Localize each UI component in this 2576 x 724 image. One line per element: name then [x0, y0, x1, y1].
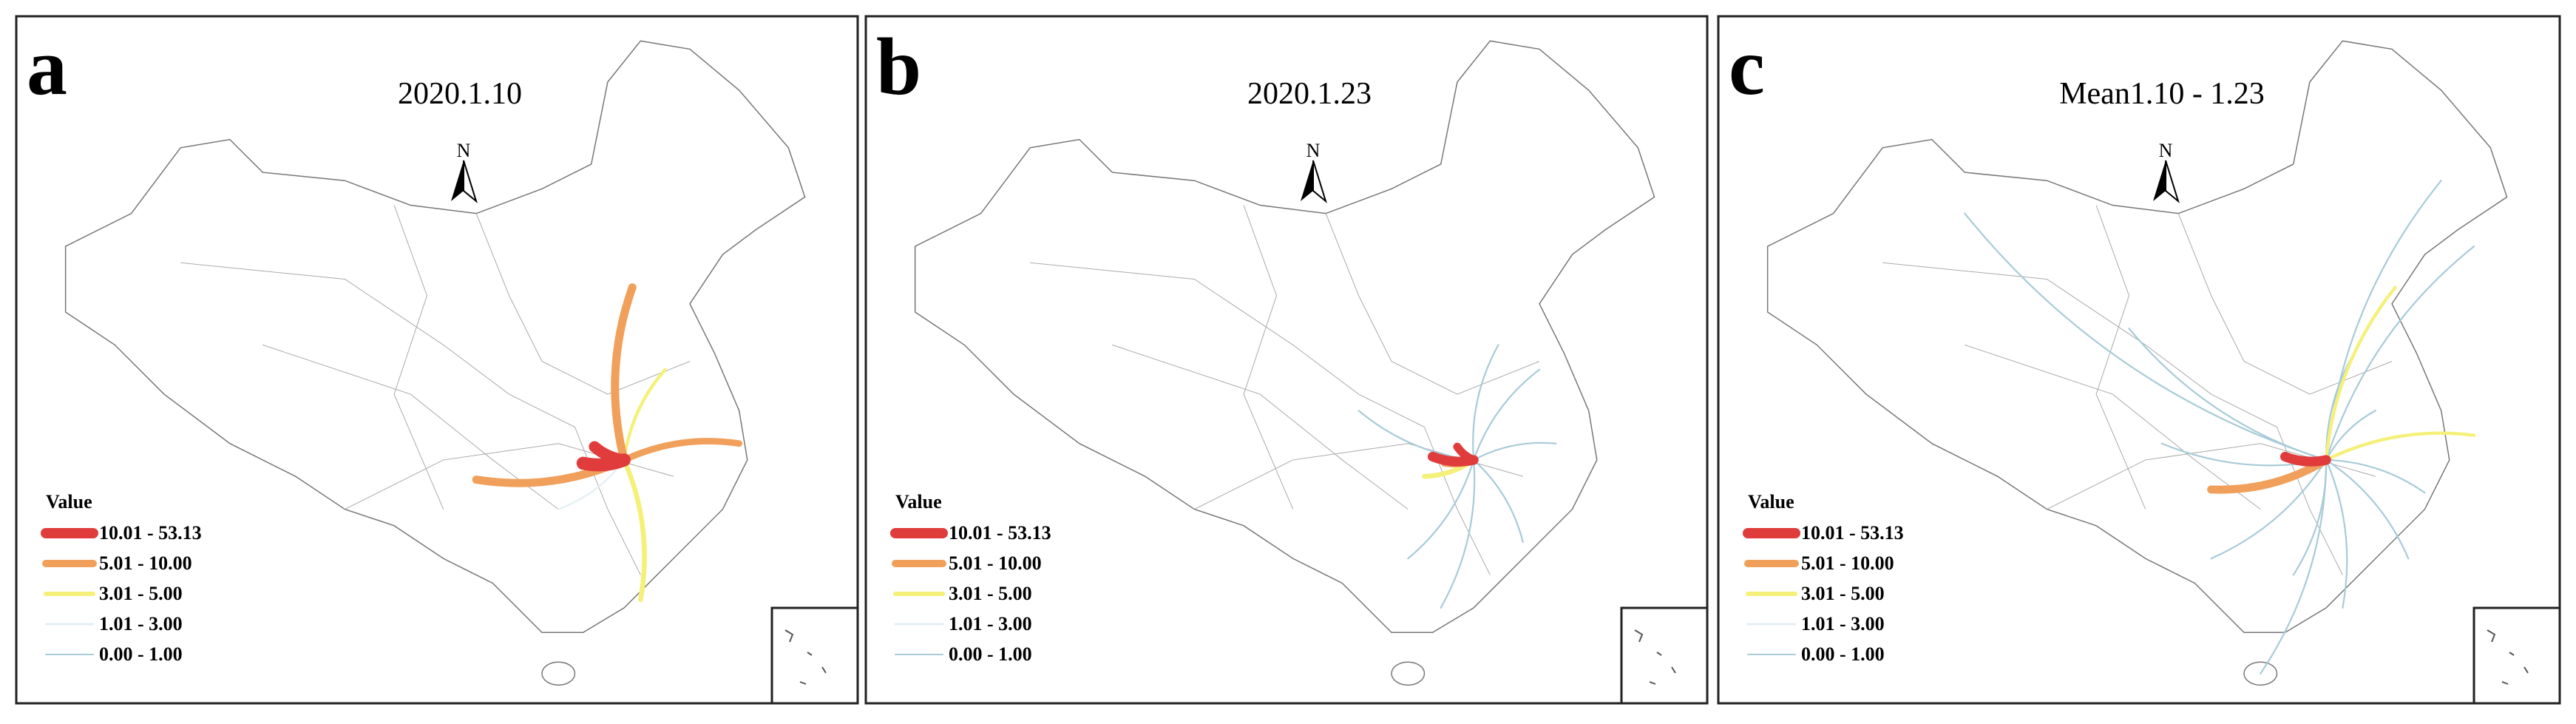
map: [915, 41, 1655, 685]
map: [66, 41, 805, 685]
flow-line: [2211, 460, 2327, 558]
flow-line: [2211, 460, 2327, 490]
panel-letter: a: [27, 21, 67, 112]
north-arrow: [1301, 160, 1313, 201]
north-label: N: [2159, 140, 2173, 161]
flow-line: [1474, 443, 1556, 460]
legend-label: 10.01 - 53.13: [949, 522, 1051, 544]
flow-line: [1965, 214, 2326, 460]
legend-label: 3.01 - 5.00: [949, 583, 1032, 604]
flow-line: [624, 460, 644, 600]
legend-label: 5.01 - 10.00: [1801, 552, 1894, 574]
flow-line: [615, 288, 632, 460]
inset-frame: [770, 606, 859, 705]
panel-title: Mean1.10 - 1.23: [2059, 77, 2265, 111]
province-border: [1244, 206, 1293, 510]
flow-line: [624, 441, 739, 460]
flow-line: [1474, 460, 1523, 542]
flow-line: [594, 447, 624, 460]
island: [1392, 662, 1424, 685]
legend-label: 10.01 - 53.13: [1801, 522, 1904, 544]
flow-line: [1441, 460, 1474, 608]
map: [1768, 41, 2507, 685]
province-border: [574, 427, 640, 575]
legend-label: 0.00 - 1.00: [949, 643, 1032, 665]
flow-line: [1408, 460, 1474, 558]
province-border: [1112, 345, 1408, 509]
province-border: [2096, 206, 2146, 510]
flow-line: [2326, 460, 2347, 608]
inset-islands: [784, 629, 827, 685]
province-border: [1030, 263, 1424, 427]
legend-label: 3.01 - 5.00: [1801, 583, 1885, 604]
north-arrow: [451, 160, 464, 201]
inset-islands: [1634, 629, 1676, 685]
province-border: [1965, 345, 2260, 509]
province-border: [1326, 214, 1539, 394]
flow-line: [2326, 410, 2376, 460]
north-arrow: [2153, 160, 2166, 201]
province-border: [1882, 263, 2277, 427]
flow-line: [2326, 460, 2408, 558]
north-label: N: [1306, 140, 1321, 161]
flow-line: [1473, 345, 1498, 460]
flow-line: [624, 370, 665, 460]
inset-frame: [1620, 606, 1709, 705]
flow-line: [2326, 433, 2474, 460]
legend-label: 5.01 - 10.00: [949, 552, 1042, 574]
panel-title: 2020.1.23: [1247, 77, 1372, 111]
legend-label: 5.01 - 10.00: [99, 552, 192, 574]
legend-label: 1.01 - 3.00: [1801, 613, 1885, 635]
province-border: [476, 214, 690, 394]
province-border: [394, 206, 444, 510]
flow-line: [2294, 460, 2326, 575]
flow-line: [1457, 447, 1474, 460]
legend-label: 10.01 - 53.13: [99, 522, 202, 544]
legend-label: 1.01 - 3.00: [949, 613, 1032, 635]
north-arrow: [463, 160, 478, 203]
panel-letter: c: [1729, 21, 1765, 112]
map-panel: b 2020.1.23 N Value 10.01 - 53.13 5.01 - 10.0…: [864, 15, 1709, 705]
north-arrow: [2165, 160, 2180, 203]
legend-label: 3.01 - 5.00: [99, 583, 183, 604]
flow-line: [2129, 328, 2327, 460]
island: [2244, 662, 2277, 685]
panel-title: 2020.1.10: [398, 77, 522, 111]
flow-line: [2326, 288, 2395, 460]
flow-line: [1474, 370, 1539, 460]
island: [542, 662, 574, 685]
panel-letter: b: [876, 21, 921, 112]
legend-title: Value: [1748, 491, 1794, 512]
legend-title: Value: [46, 491, 92, 512]
inset-islands: [2487, 629, 2529, 685]
legend-title: Value: [895, 491, 942, 512]
inset-frame: [2472, 606, 2561, 705]
flow-line: [2285, 456, 2327, 461]
province-border: [180, 263, 574, 427]
province-border: [2178, 214, 2392, 394]
north-label: N: [457, 140, 471, 161]
map-panel: c Mean1.10 - 1.23 N Value 10.01 - 53.13 5.01 …: [1717, 15, 2561, 705]
flow-line: [2326, 246, 2474, 460]
legend-label: 0.00 - 1.00: [1801, 643, 1885, 665]
country-outline: [1768, 41, 2507, 632]
north-arrow: [1312, 160, 1327, 203]
map-panel: a 2020.1.10 N Value 10.01 - 53.13 5.01 - 10.0…: [15, 15, 859, 705]
flow-line: [2326, 460, 2424, 493]
legend-label: 0.00 - 1.00: [99, 643, 183, 665]
legend-label: 1.01 - 3.00: [99, 613, 183, 635]
